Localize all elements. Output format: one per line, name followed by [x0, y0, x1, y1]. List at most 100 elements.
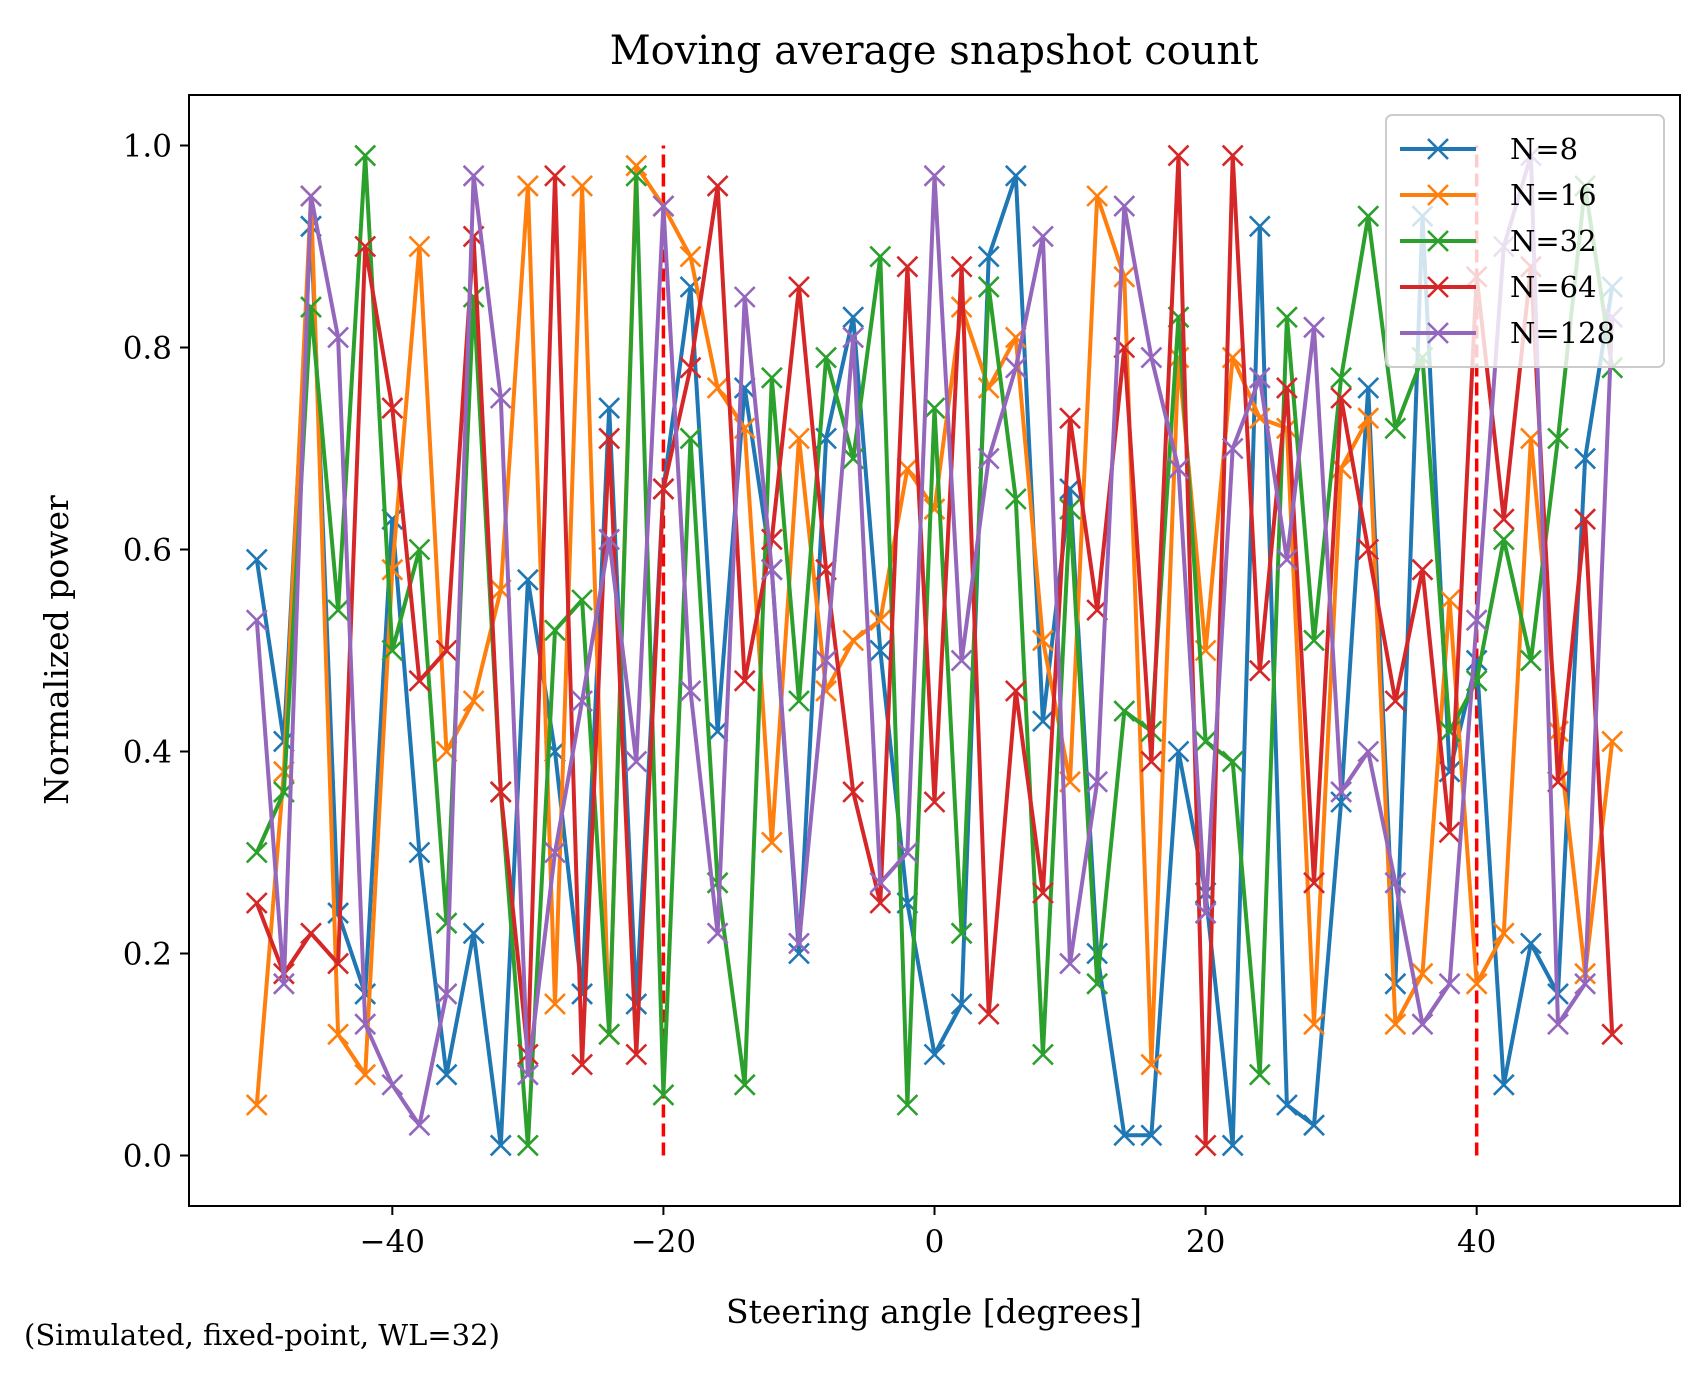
data-point [1167, 740, 1190, 763]
data-point [1086, 972, 1109, 995]
data-point [1004, 679, 1027, 702]
series-5 [245, 144, 1624, 1137]
data-point [1303, 629, 1325, 652]
data-point [489, 1134, 512, 1157]
data-point [489, 780, 512, 803]
data-point [842, 306, 865, 329]
data-point [1059, 952, 1081, 975]
data-point [1574, 447, 1597, 470]
data-point [516, 174, 539, 197]
y-tick-label: 0.4 [123, 735, 172, 771]
data-point [760, 528, 783, 551]
data-point [1357, 740, 1380, 763]
data-point [706, 376, 729, 399]
data-point [435, 912, 458, 935]
data-point [896, 841, 919, 864]
data-point [381, 397, 404, 420]
series-2 [245, 154, 1624, 1116]
data-point [272, 972, 295, 995]
data-point [327, 326, 350, 349]
data-point [977, 376, 1000, 399]
data-point [1330, 387, 1353, 409]
data-point [1167, 144, 1190, 167]
data-point [1384, 417, 1407, 440]
data-point [1221, 750, 1244, 773]
data-point [435, 1063, 458, 1086]
legend-marker [1427, 322, 1449, 344]
data-point [1140, 1053, 1163, 1076]
data-point [245, 548, 268, 571]
data-point [1276, 376, 1298, 399]
data-point [788, 275, 810, 298]
y-tick-label: 0.6 [123, 533, 172, 569]
legend-marker [1427, 184, 1449, 206]
data-point [923, 397, 946, 420]
data-point [571, 1053, 594, 1076]
x-axis: −40 −20 0 20 40 [360, 1206, 1496, 1260]
data-point [1357, 376, 1380, 399]
data-point [1059, 477, 1081, 500]
data-point [869, 609, 892, 632]
data-point [1357, 538, 1380, 561]
data-point [598, 397, 621, 420]
legend-label: N=8 [1510, 132, 1578, 166]
footnote: (Simulated, fixed-point, WL=32) [24, 1318, 500, 1352]
data-point [1438, 821, 1461, 844]
data-point [1004, 356, 1027, 379]
data-point [327, 1023, 350, 1046]
data-point [733, 669, 756, 692]
legend-label: N=128 [1510, 316, 1615, 350]
data-point [1140, 750, 1163, 773]
y-tick-label: 1.0 [123, 129, 172, 165]
data-point [1194, 902, 1217, 925]
data-point [1438, 589, 1461, 611]
data-point [354, 144, 377, 167]
data-point [354, 1013, 377, 1036]
data-point [516, 1134, 539, 1157]
data-point [598, 427, 621, 450]
data-point [435, 982, 458, 1005]
legend-label: N=16 [1510, 178, 1597, 212]
data-point [896, 255, 919, 278]
x-axis-label: Steering angle [degrees] [726, 1292, 1142, 1331]
data-point [1303, 871, 1325, 894]
data-point [1113, 265, 1136, 288]
data-point [544, 619, 566, 642]
x-tick-label: −40 [360, 1224, 425, 1260]
legend-item: N=32 [1400, 224, 1597, 258]
data-point [923, 164, 946, 187]
data-point [1519, 649, 1542, 672]
data-point [571, 982, 594, 1005]
data-point [1248, 366, 1271, 389]
data-point [1276, 1094, 1298, 1116]
data-point [625, 750, 648, 773]
data-point [1438, 972, 1461, 995]
data-point [381, 639, 404, 662]
data-point [977, 275, 1000, 298]
legend-label: N=32 [1510, 224, 1597, 258]
data-point [1086, 770, 1109, 793]
data-point [1357, 407, 1380, 430]
data-point [1086, 185, 1109, 207]
data-point [869, 639, 892, 662]
data-point [1221, 1134, 1244, 1157]
y-axis-label: Normalized power [37, 495, 76, 805]
data-point [706, 174, 729, 197]
x-tick-label: −20 [631, 1224, 696, 1260]
data-point [842, 780, 865, 803]
data-point [815, 346, 837, 369]
data-point [679, 245, 702, 268]
data-point [950, 993, 973, 1015]
data-point [1248, 659, 1271, 682]
data-point [516, 1063, 539, 1086]
data-point [1330, 780, 1353, 803]
legend-item: N=16 [1400, 178, 1597, 212]
data-point [408, 235, 431, 258]
data-point [1492, 922, 1515, 945]
data-point [1384, 871, 1407, 894]
data-point [625, 164, 648, 187]
data-point [1004, 164, 1027, 187]
data-point [435, 639, 458, 662]
data-point [408, 1114, 431, 1137]
